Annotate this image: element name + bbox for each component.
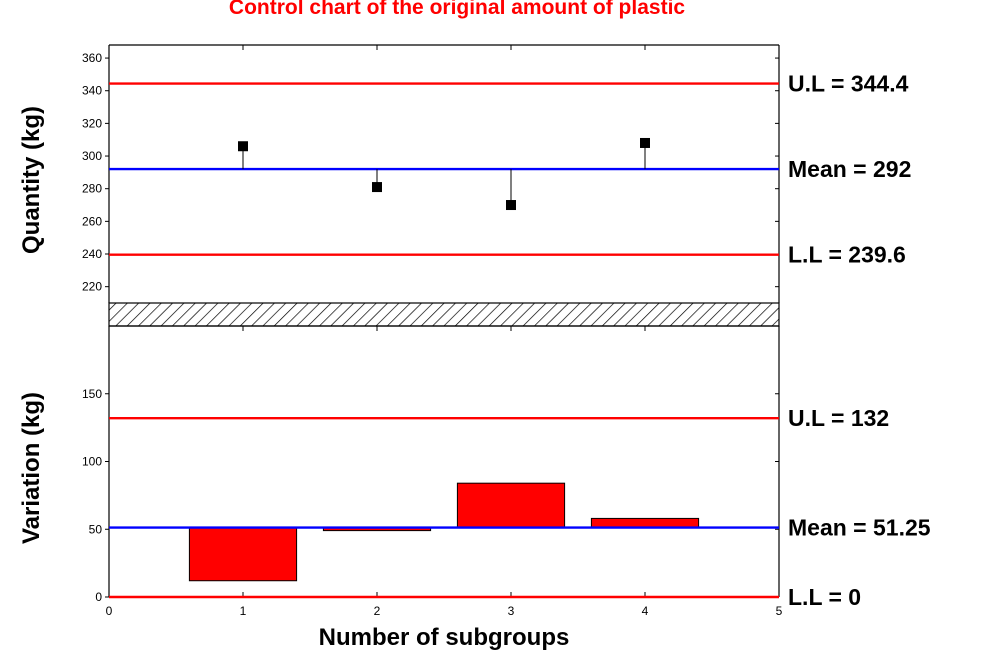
variation-y-tick-label: 100 bbox=[82, 455, 102, 469]
quantity-y-tick-label: 260 bbox=[82, 214, 102, 228]
quantity-ll-label: L.L = 239.6 bbox=[788, 242, 906, 268]
point-subgroup-1 bbox=[238, 141, 248, 152]
axis-break bbox=[108, 302, 780, 327]
point-subgroup-3 bbox=[506, 200, 516, 211]
x-tick-label: 3 bbox=[508, 604, 515, 618]
x-tick-label: 0 bbox=[106, 604, 113, 618]
bar-subgroup-4 bbox=[590, 517, 700, 529]
chart-title: Control chart of the original amount of … bbox=[229, 0, 685, 19]
x-tick-label: 1 bbox=[240, 604, 247, 618]
y-axis-label-quantity: Quantity (kg) bbox=[18, 106, 45, 254]
quantity-y-tick-label: 320 bbox=[82, 116, 102, 130]
variation-y-tick-label: 150 bbox=[82, 387, 102, 401]
bar-subgroup-3 bbox=[456, 482, 566, 529]
quantity-y-tick-label: 240 bbox=[82, 247, 102, 261]
quantity-y-tick-label: 360 bbox=[82, 51, 102, 65]
variation-mean-label: Mean = 51.25 bbox=[788, 515, 931, 541]
y-axis-label-variation: Variation (kg) bbox=[18, 392, 45, 544]
variation-y-tick-label: 50 bbox=[89, 522, 103, 536]
variation-ul-label: U.L = 132 bbox=[788, 405, 889, 431]
x-tick-label: 5 bbox=[776, 604, 783, 618]
quantity-y-tick-label: 280 bbox=[82, 182, 102, 196]
quantity-y-tick-label: 300 bbox=[82, 149, 102, 163]
x-axis-label: Number of subgroups bbox=[319, 624, 570, 651]
quantity-y-tick-label: 340 bbox=[82, 84, 102, 98]
variation-panel: 0 50 100 150 U.L = 132 Mean = 51.25 L.L = 0 bbox=[82, 325, 931, 610]
x-tick-labels: 0 1 2 3 4 5 bbox=[106, 604, 783, 618]
quantity-ul-label: U.L = 344.4 bbox=[788, 71, 909, 97]
x-tick-label: 2 bbox=[374, 604, 381, 618]
point-subgroup-2 bbox=[372, 182, 382, 193]
bar-subgroup-1 bbox=[188, 527, 298, 582]
quantity-y-tick-label: 220 bbox=[82, 280, 102, 294]
variation-ll-label: L.L = 0 bbox=[788, 584, 861, 610]
quantity-panel: 220 240 260 280 300 320 340 360 U.L = 344.4 Mean … bbox=[82, 44, 911, 303]
variation-y-tick-label: 0 bbox=[95, 590, 102, 604]
point-subgroup-4 bbox=[640, 137, 650, 148]
quantity-mean-label: Mean = 292 bbox=[788, 156, 911, 182]
x-tick-label: 4 bbox=[642, 604, 649, 618]
